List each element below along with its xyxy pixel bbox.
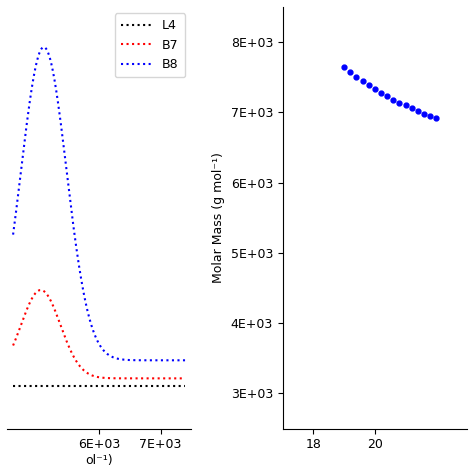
L4 — [125, 383, 131, 389]
B7 — [41, 288, 46, 294]
B7 — [10, 343, 16, 348]
B7 — [88, 372, 94, 378]
L4 — [88, 383, 94, 389]
B7 — [55, 314, 61, 320]
B7 — [112, 375, 118, 381]
L4 — [111, 383, 117, 389]
L4 — [55, 383, 60, 389]
B8 — [182, 357, 188, 363]
B7 — [126, 375, 131, 381]
B8 — [112, 355, 118, 361]
Line: B7: B7 — [13, 290, 185, 378]
B8 — [41, 44, 46, 50]
L4 — [140, 383, 146, 389]
B7 — [38, 287, 44, 293]
B7 — [140, 375, 146, 381]
B8 — [10, 232, 16, 237]
Legend: L4, B7, B8: L4, B7, B8 — [115, 13, 185, 77]
B8 — [88, 322, 94, 328]
B8 — [41, 44, 46, 50]
L4 — [182, 383, 188, 389]
Line: B8: B8 — [13, 47, 185, 360]
B8 — [55, 97, 61, 102]
Y-axis label: Molar Mass (g mol⁻¹): Molar Mass (g mol⁻¹) — [212, 152, 225, 283]
B7 — [182, 375, 188, 381]
L4 — [10, 383, 16, 389]
B8 — [126, 357, 131, 363]
B8 — [140, 357, 146, 363]
X-axis label: ol⁻¹): ol⁻¹) — [85, 454, 113, 467]
L4 — [41, 383, 46, 389]
